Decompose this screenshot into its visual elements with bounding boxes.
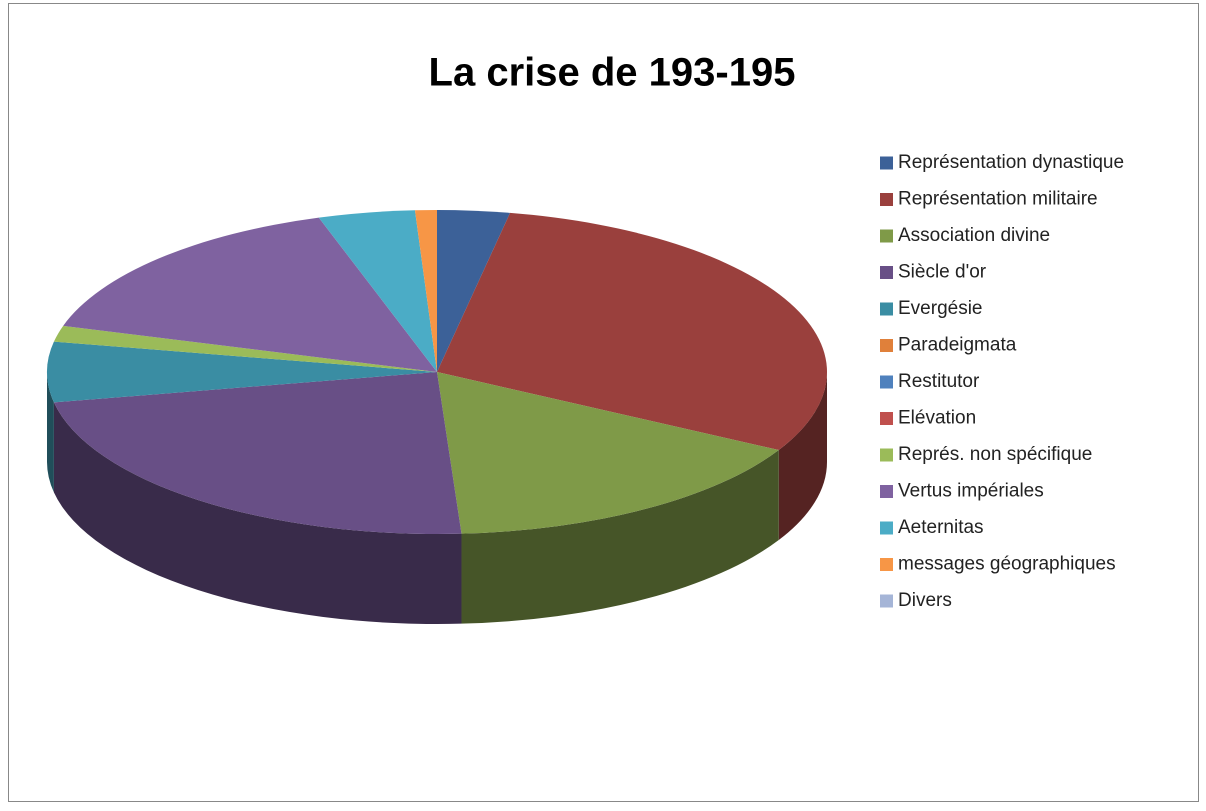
legend-label: messages géographiques — [898, 554, 1116, 575]
pie-slice — [414, 210, 437, 372]
pie-slice — [318, 210, 437, 372]
legend-swatch — [880, 448, 893, 462]
legend-swatch — [880, 302, 893, 316]
legend-label: Représ. non spécifique — [898, 444, 1092, 465]
legend-swatch — [880, 156, 893, 170]
pie-slice — [53, 372, 462, 535]
pie-side — [461, 450, 779, 624]
legend-swatch — [880, 339, 893, 352]
legend-label: Représentation militaire — [898, 189, 1098, 210]
legend-label: Elévation — [898, 408, 976, 429]
pie-slice — [47, 341, 437, 403]
chart-title: La crise de 193-195 — [429, 51, 796, 95]
legend-label: Paradeigmata — [898, 335, 1017, 356]
legend-swatch — [880, 412, 893, 425]
legend-swatch — [880, 266, 893, 279]
legend-label: Divers — [898, 590, 952, 611]
legend-swatch — [880, 521, 893, 535]
legend-swatch — [880, 594, 893, 608]
legend-label: Aeternitas — [898, 517, 984, 538]
pie-side — [47, 372, 54, 493]
legend-swatch — [880, 485, 893, 498]
legend-label: Représentation dynastique — [898, 152, 1124, 173]
pie-slice — [437, 372, 779, 534]
legend-label: Vertus impériales — [898, 481, 1044, 502]
legend-label: Restitutor — [898, 371, 980, 392]
legend-swatch — [880, 558, 893, 571]
legend-swatch — [880, 229, 893, 243]
pie-slice — [437, 212, 827, 451]
legend-swatch — [880, 375, 893, 389]
legend-swatch — [880, 193, 893, 206]
pie-side — [778, 372, 827, 541]
legend-label: Siècle d'or — [898, 262, 987, 283]
pie-slice — [437, 210, 511, 372]
legend-label: Evergésie — [898, 298, 983, 319]
pie-slice — [53, 325, 438, 372]
pie-slice — [63, 217, 437, 372]
legend-label: Association divine — [898, 225, 1050, 246]
pie-side — [53, 402, 462, 624]
